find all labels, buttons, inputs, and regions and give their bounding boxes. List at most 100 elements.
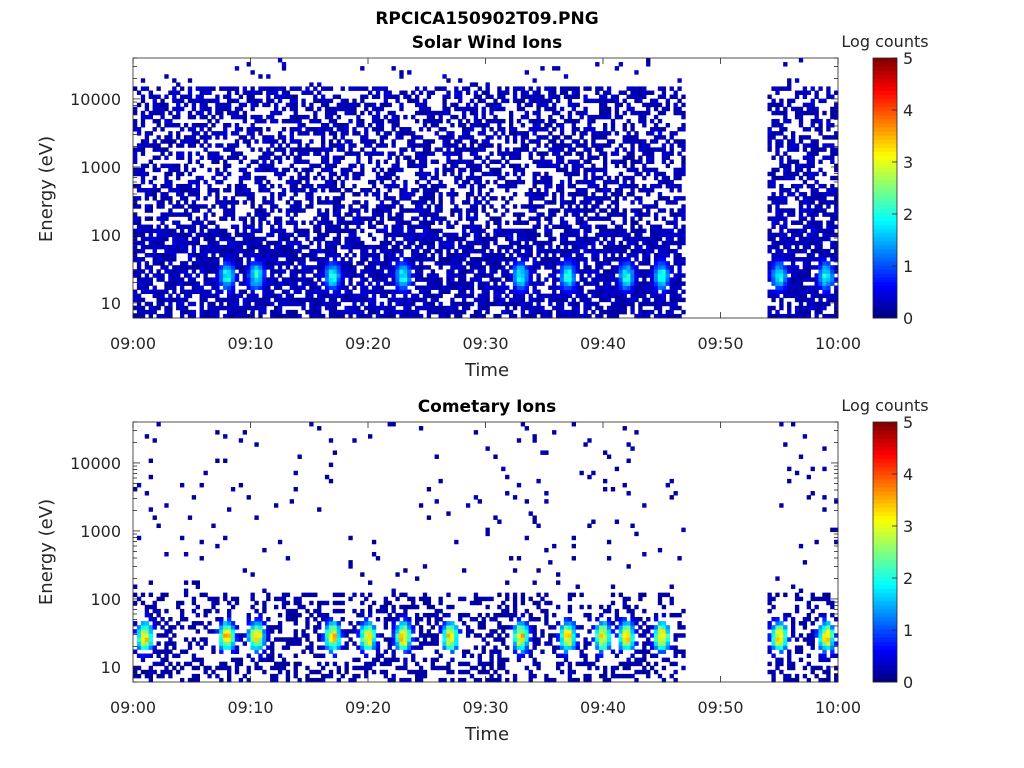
spectrogram-cell bbox=[403, 244, 408, 250]
spectrogram-cell bbox=[516, 102, 522, 108]
spectrogram-cell bbox=[548, 139, 553, 144]
spectrogram-cell bbox=[356, 200, 361, 205]
spectrogram-cell bbox=[571, 159, 576, 165]
spectrogram-cell bbox=[630, 269, 635, 274]
spectrogram-cell bbox=[614, 106, 620, 112]
spectrogram-cell bbox=[368, 273, 373, 278]
spectrogram-cell bbox=[368, 179, 373, 185]
spectrogram-cell bbox=[411, 281, 416, 286]
spectrogram-cell bbox=[258, 118, 263, 124]
spectrogram-cell bbox=[160, 127, 165, 132]
spectrogram-cell bbox=[383, 228, 388, 234]
spectrogram-cell bbox=[422, 118, 428, 124]
spectrogram-cell bbox=[274, 228, 279, 234]
spectrogram-cell bbox=[665, 228, 670, 234]
spectrogram-cell bbox=[148, 301, 153, 307]
spectrogram-cell bbox=[426, 106, 432, 112]
spectrogram-cell bbox=[148, 114, 153, 120]
spectrogram-cell bbox=[614, 224, 620, 230]
spectrogram-cell bbox=[622, 269, 627, 274]
spectrogram-cell bbox=[622, 220, 627, 225]
spectrogram-cell bbox=[524, 253, 529, 258]
spectrogram-cell bbox=[183, 163, 189, 169]
spectrogram-cell bbox=[422, 102, 428, 108]
spectrogram-cell bbox=[250, 90, 255, 95]
spectrogram-cell bbox=[340, 106, 345, 112]
spectrogram-cell bbox=[638, 248, 643, 254]
spectrogram-cell bbox=[301, 102, 306, 108]
spectrogram-cell bbox=[528, 188, 533, 193]
spectrogram-cell bbox=[180, 265, 185, 270]
spectrogram-cell bbox=[191, 261, 197, 266]
spectrogram-cell bbox=[411, 240, 416, 246]
spectrogram-cell bbox=[266, 147, 271, 152]
spectrogram-cell bbox=[426, 293, 432, 299]
spectrogram-cell bbox=[262, 273, 267, 278]
spectrogram-cell bbox=[191, 244, 197, 250]
spectrogram-cell bbox=[536, 204, 541, 209]
spectrogram-cell bbox=[446, 253, 451, 258]
spectrogram-cell bbox=[567, 86, 573, 91]
spectrogram-cell bbox=[364, 305, 369, 311]
spectrogram-cell bbox=[540, 151, 545, 156]
spectrogram-cell bbox=[606, 309, 612, 315]
spectrogram-cell bbox=[152, 244, 157, 250]
spectrogram-cell bbox=[567, 102, 573, 108]
spectrogram-cell bbox=[446, 159, 451, 165]
spectrogram-cell bbox=[168, 167, 173, 173]
spectrogram-cell bbox=[148, 224, 153, 230]
spectrogram-cell bbox=[524, 289, 529, 295]
spectrogram-cell bbox=[677, 265, 682, 270]
spectrogram-cell bbox=[430, 297, 435, 303]
spectrogram-cell bbox=[152, 155, 157, 160]
spectrogram-cell bbox=[618, 171, 623, 177]
spectrogram-cell bbox=[606, 188, 612, 193]
spectrogram-cell bbox=[509, 297, 514, 303]
spectrogram-cell bbox=[195, 86, 200, 91]
spectrogram-cell bbox=[321, 98, 326, 104]
spectrogram-cell bbox=[313, 265, 318, 270]
spectrogram-cell bbox=[180, 244, 185, 250]
spectrogram-cell bbox=[563, 171, 569, 177]
spectrogram-cell bbox=[223, 305, 228, 311]
spectrogram-cell bbox=[473, 163, 479, 169]
spectrogram-cell bbox=[497, 143, 502, 148]
spectrogram-cell bbox=[348, 269, 353, 274]
spectrogram-cell bbox=[469, 216, 475, 221]
spectrogram-cell bbox=[415, 188, 420, 193]
spectrogram-cell bbox=[454, 293, 459, 299]
spectrogram-cell bbox=[775, 277, 780, 282]
spectrogram-cell bbox=[591, 248, 596, 254]
spectrogram-cell bbox=[477, 293, 482, 299]
spectrogram-cell bbox=[430, 240, 435, 246]
spectrogram-cell bbox=[383, 183, 388, 189]
spectrogram-cell bbox=[203, 204, 208, 209]
spectrogram-cell bbox=[567, 301, 573, 307]
spectrogram-cell bbox=[324, 147, 330, 152]
spectrogram-cell bbox=[152, 118, 157, 124]
spectrogram-cell bbox=[563, 163, 569, 169]
spectrogram-cell bbox=[407, 70, 412, 75]
spectrogram-cell bbox=[446, 135, 451, 140]
spectrogram-cell bbox=[152, 309, 157, 315]
spectrogram-cell bbox=[223, 163, 228, 169]
spectrogram-cell bbox=[164, 228, 169, 234]
spectrogram-cell bbox=[242, 183, 247, 189]
spectrogram-cell bbox=[505, 159, 510, 165]
spectrogram-cell bbox=[207, 188, 212, 193]
spectrogram-cell bbox=[489, 159, 494, 165]
spectrogram-cell bbox=[332, 196, 338, 201]
spectrogram-cell bbox=[203, 273, 208, 278]
spectrogram-cell bbox=[599, 188, 604, 193]
spectrogram-cell bbox=[485, 155, 490, 160]
spectrogram-cell bbox=[332, 171, 338, 177]
spectrogram-cell bbox=[399, 313, 404, 319]
spectrogram-cell bbox=[626, 289, 631, 295]
spectrogram-cell bbox=[540, 159, 545, 165]
spectrogram-cell bbox=[293, 301, 298, 307]
spectrogram-cell bbox=[144, 208, 150, 213]
spectrogram-cell bbox=[242, 118, 247, 124]
spectrogram-cell bbox=[383, 192, 388, 197]
spectrogram-cell bbox=[328, 277, 334, 282]
spectrogram-cell bbox=[207, 155, 212, 160]
